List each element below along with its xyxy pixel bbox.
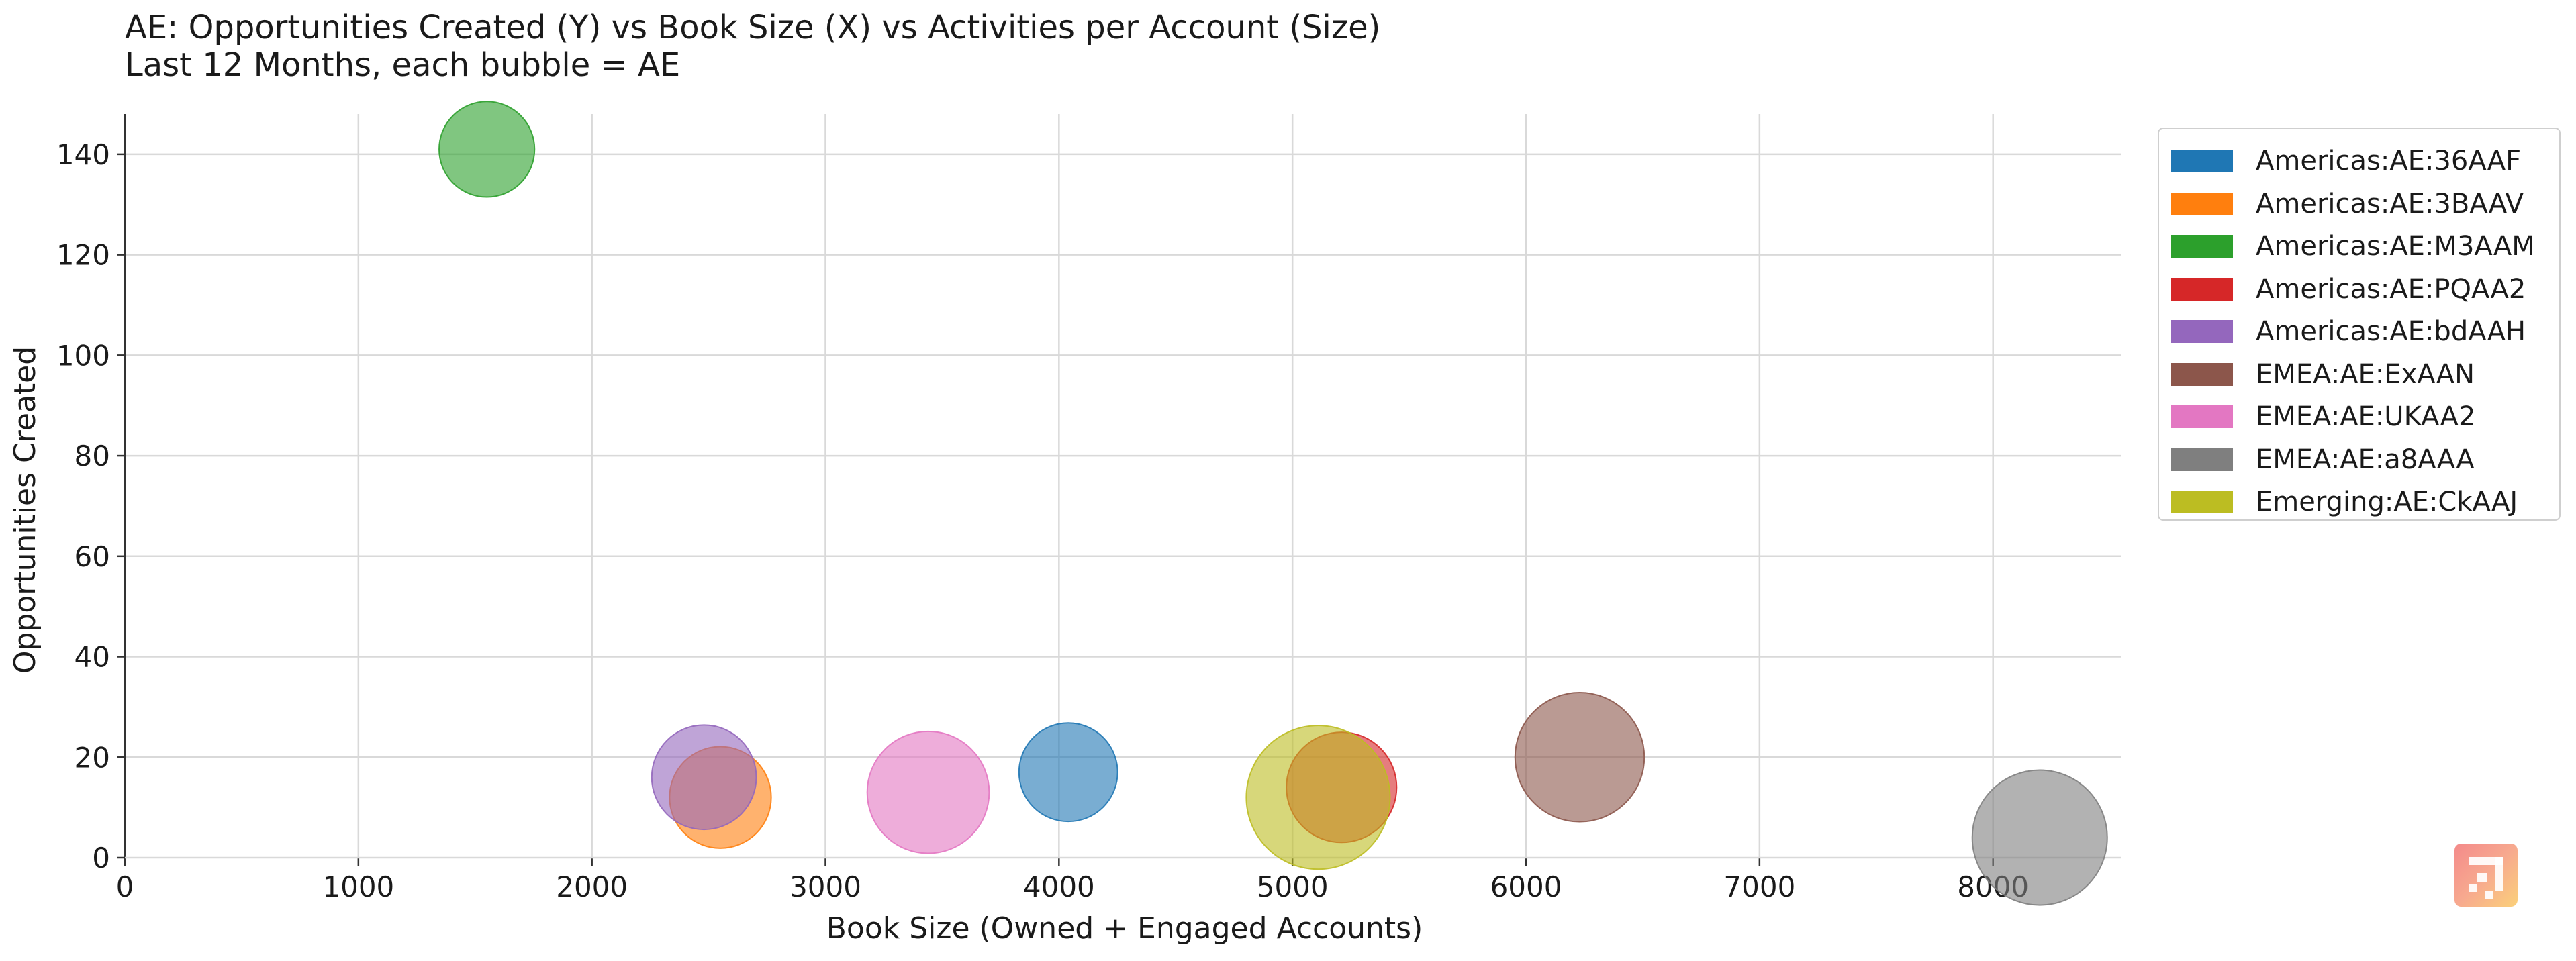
legend-swatch: [2171, 491, 2233, 513]
y-tick-label: 140: [56, 138, 110, 171]
legend-item: Americas:AE:M3AAM: [2171, 227, 2535, 265]
bubble-emea-ae-exaan: [1514, 692, 1645, 823]
legend-item: Americas:AE:3BAAV: [2171, 185, 2524, 223]
y-tick-label: 80: [75, 440, 110, 472]
legend-label: Americas:AE:36AAF: [2256, 146, 2522, 176]
legend-swatch: [2171, 448, 2233, 471]
legend-swatch: [2171, 277, 2233, 301]
legend-label: EMEA:AE:UKAA2: [2256, 401, 2476, 432]
bubble-emea-ae-ukaa2: [866, 730, 990, 854]
legend-label: EMEA:AE:ExAAN: [2256, 358, 2475, 390]
legend-label: Americas:AE:PQAA2: [2256, 273, 2526, 305]
y-tick-label: 120: [56, 239, 110, 272]
legend-item: EMEA:AE:UKAA2: [2171, 398, 2475, 436]
legend-swatch: [2171, 235, 2233, 258]
legend-swatch: [2171, 150, 2233, 172]
legend-label: Americas:AE:3BAAV: [2256, 188, 2524, 219]
x-tick-label: 2000: [556, 870, 628, 903]
legend: Americas:AE:36AAF Americas:AE:3BAAV Americ…: [2158, 128, 2561, 521]
chart-subtitle: Last 12 Months, each bubble = AE: [125, 46, 681, 84]
brand-logo: [2454, 844, 2518, 907]
legend-label: Emerging:AE:CkAAJ: [2256, 487, 2518, 517]
legend-item: Americas:AE:PQAA2: [2171, 270, 2526, 308]
grid: [125, 114, 2121, 858]
y-tick-label: 40: [75, 641, 110, 674]
x-axis-label: Book Size (Owned + Engaged Accounts): [826, 911, 1423, 946]
bubble-emea-ae-a8aaa: [1971, 769, 2108, 906]
legend-label: Americas:AE:bdAAH: [2256, 316, 2526, 347]
legend-item: Emerging:AE:CkAAJ: [2171, 483, 2518, 521]
x-tick-label: 7000: [1723, 870, 1795, 903]
y-tick-label: 60: [75, 540, 110, 573]
y-axis-label: Opportunities Created: [8, 346, 42, 674]
chart-title: AE: Opportunities Created (Y) vs Book Si…: [125, 9, 1381, 46]
bubble-americas-ae-36aaf: [1018, 722, 1118, 823]
x-tick-label: 4000: [1023, 870, 1095, 903]
legend-item: Americas:AE:36AAF: [2171, 142, 2521, 180]
legend-swatch: [2171, 320, 2233, 343]
bubble-americas-ae-m3aam: [438, 101, 536, 198]
bubble-americas-ae-bdaah: [651, 724, 757, 831]
x-tick-label: 3000: [790, 870, 861, 903]
axes: 0100020003000400050006000700080000204060…: [56, 114, 2121, 903]
y-tick-label: 0: [92, 842, 110, 874]
legend-label: EMEA:AE:a8AAA: [2256, 444, 2475, 475]
legend-item: EMEA:AE:a8AAA: [2171, 441, 2475, 478]
legend-swatch: [2171, 362, 2233, 386]
legend-swatch: [2171, 192, 2233, 215]
bubble-emerging-ae-ckaaj: [1245, 725, 1391, 870]
legend-item: EMEA:AE:ExAAN: [2171, 356, 2475, 393]
y-tick-label: 100: [56, 339, 110, 372]
x-tick-label: 5000: [1257, 870, 1329, 903]
y-tick-label: 20: [75, 741, 110, 774]
x-tick-label: 0: [116, 870, 134, 903]
legend-item: Americas:AE:bdAAH: [2171, 313, 2526, 350]
x-tick-label: 6000: [1490, 870, 1562, 903]
bubbles: [438, 101, 2108, 906]
x-tick-label: 1000: [322, 870, 394, 903]
legend-swatch: [2171, 405, 2233, 428]
legend-label: Americas:AE:M3AAM: [2256, 231, 2535, 262]
